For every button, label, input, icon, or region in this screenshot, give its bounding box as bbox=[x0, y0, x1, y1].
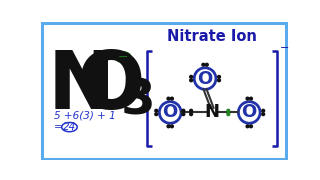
Text: 3: 3 bbox=[121, 76, 155, 124]
Circle shape bbox=[218, 75, 220, 78]
Text: 24: 24 bbox=[63, 122, 76, 132]
Text: 5 +6(3) + 1: 5 +6(3) + 1 bbox=[54, 111, 116, 121]
Circle shape bbox=[250, 125, 252, 128]
Circle shape bbox=[227, 109, 230, 112]
Circle shape bbox=[190, 75, 193, 78]
Text: N: N bbox=[204, 103, 220, 122]
Circle shape bbox=[190, 109, 193, 112]
Circle shape bbox=[246, 125, 249, 128]
Text: O: O bbox=[163, 103, 178, 122]
Circle shape bbox=[182, 109, 185, 112]
Circle shape bbox=[205, 63, 208, 66]
Text: −: − bbox=[118, 51, 128, 64]
Circle shape bbox=[218, 79, 220, 82]
FancyBboxPatch shape bbox=[42, 23, 286, 159]
Text: O: O bbox=[197, 70, 213, 88]
Circle shape bbox=[227, 113, 230, 116]
Circle shape bbox=[171, 125, 173, 128]
Circle shape bbox=[262, 113, 265, 116]
Text: O: O bbox=[242, 103, 257, 122]
Text: −: − bbox=[279, 43, 289, 53]
Circle shape bbox=[182, 113, 185, 116]
Circle shape bbox=[202, 63, 205, 66]
Circle shape bbox=[246, 97, 249, 100]
Text: Nitrate Ion: Nitrate Ion bbox=[167, 30, 257, 44]
Circle shape bbox=[155, 113, 158, 116]
Circle shape bbox=[190, 79, 193, 82]
Circle shape bbox=[190, 113, 193, 116]
Text: N: N bbox=[48, 48, 115, 126]
Circle shape bbox=[167, 125, 170, 128]
Text: O: O bbox=[77, 48, 146, 126]
Circle shape bbox=[171, 97, 173, 100]
Circle shape bbox=[250, 97, 252, 100]
Text: =: = bbox=[54, 122, 63, 132]
Circle shape bbox=[155, 109, 158, 112]
Circle shape bbox=[167, 97, 170, 100]
Circle shape bbox=[262, 109, 265, 112]
